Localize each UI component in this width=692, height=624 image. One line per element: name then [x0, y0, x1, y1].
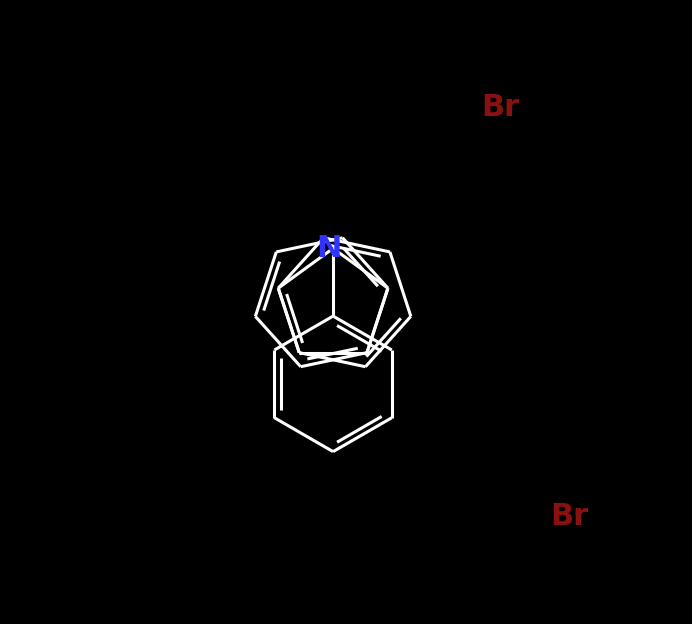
Text: Br: Br: [550, 502, 588, 532]
Text: N: N: [316, 234, 341, 263]
Text: Br: Br: [481, 93, 519, 122]
